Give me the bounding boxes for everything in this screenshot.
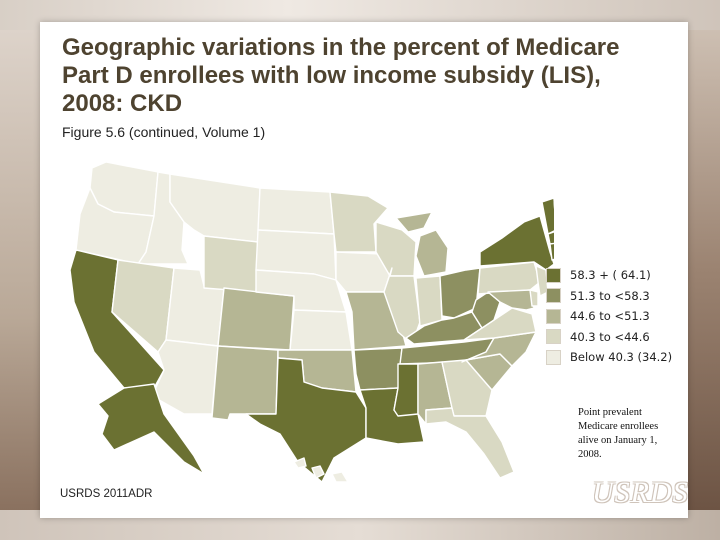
state-HI <box>293 457 349 482</box>
legend-item: 40.3 to <44.6 <box>546 327 672 348</box>
us-choropleth-map <box>69 161 554 482</box>
state-AK <box>97 383 205 475</box>
state-DE <box>529 289 539 307</box>
legend-item: 51.3 to <58.3 <box>546 286 672 307</box>
background-right <box>688 30 720 510</box>
slide: Geographic variations in the percent of … <box>40 22 688 518</box>
legend-label: Below 40.3 (34.2) <box>570 350 673 365</box>
background-left <box>0 30 40 510</box>
state-MS <box>393 363 419 417</box>
state-NY <box>479 215 554 271</box>
legend-item: Below 40.3 (34.2) <box>546 347 672 368</box>
state-MI <box>395 211 449 277</box>
state-IN <box>415 275 443 327</box>
figure-caption: Figure 5.6 (continued, Volume 1) <box>62 124 266 140</box>
state-AZ <box>151 339 219 415</box>
legend-label: 44.6 to <51.3 <box>570 309 650 324</box>
map-note: Point prevalent Medicare enrollees alive… <box>578 407 659 460</box>
state-CT <box>549 242 554 261</box>
state-AR <box>353 347 403 391</box>
legend-swatch <box>546 329 561 345</box>
legend-swatch <box>546 308 561 324</box>
state-NC <box>461 331 537 367</box>
state-PA <box>477 261 541 295</box>
state-MA <box>547 231 554 245</box>
state-NM <box>211 345 279 421</box>
legend-item: 58.3 + ( 64.1) <box>546 265 672 286</box>
state-TX <box>245 357 367 482</box>
state-ND <box>257 187 335 235</box>
state-IL <box>383 267 421 345</box>
state-VT <box>541 197 554 235</box>
legend-swatch <box>546 349 561 365</box>
state-MN <box>329 191 389 253</box>
state-WY <box>203 235 259 293</box>
map-legend: 58.3 + ( 64.1) 51.3 to <58.3 44.6 to <51.3… <box>546 265 672 368</box>
legend-label: 58.3 + ( 64.1) <box>570 268 651 283</box>
legend-item: 44.6 to <51.3 <box>546 306 672 327</box>
legend-label: 40.3 to <44.6 <box>570 329 650 344</box>
legend-label: 51.3 to <58.3 <box>570 288 650 303</box>
usrds-logo: USRDS <box>592 476 689 509</box>
state-FL <box>425 407 515 479</box>
slide-title: Geographic variations in the percent of … <box>62 34 620 117</box>
legend-swatch <box>546 288 561 304</box>
state-KS <box>289 309 353 351</box>
state-CO <box>217 287 295 351</box>
legend-swatch <box>546 267 561 283</box>
source-label: USRDS 2011ADR <box>60 488 153 500</box>
